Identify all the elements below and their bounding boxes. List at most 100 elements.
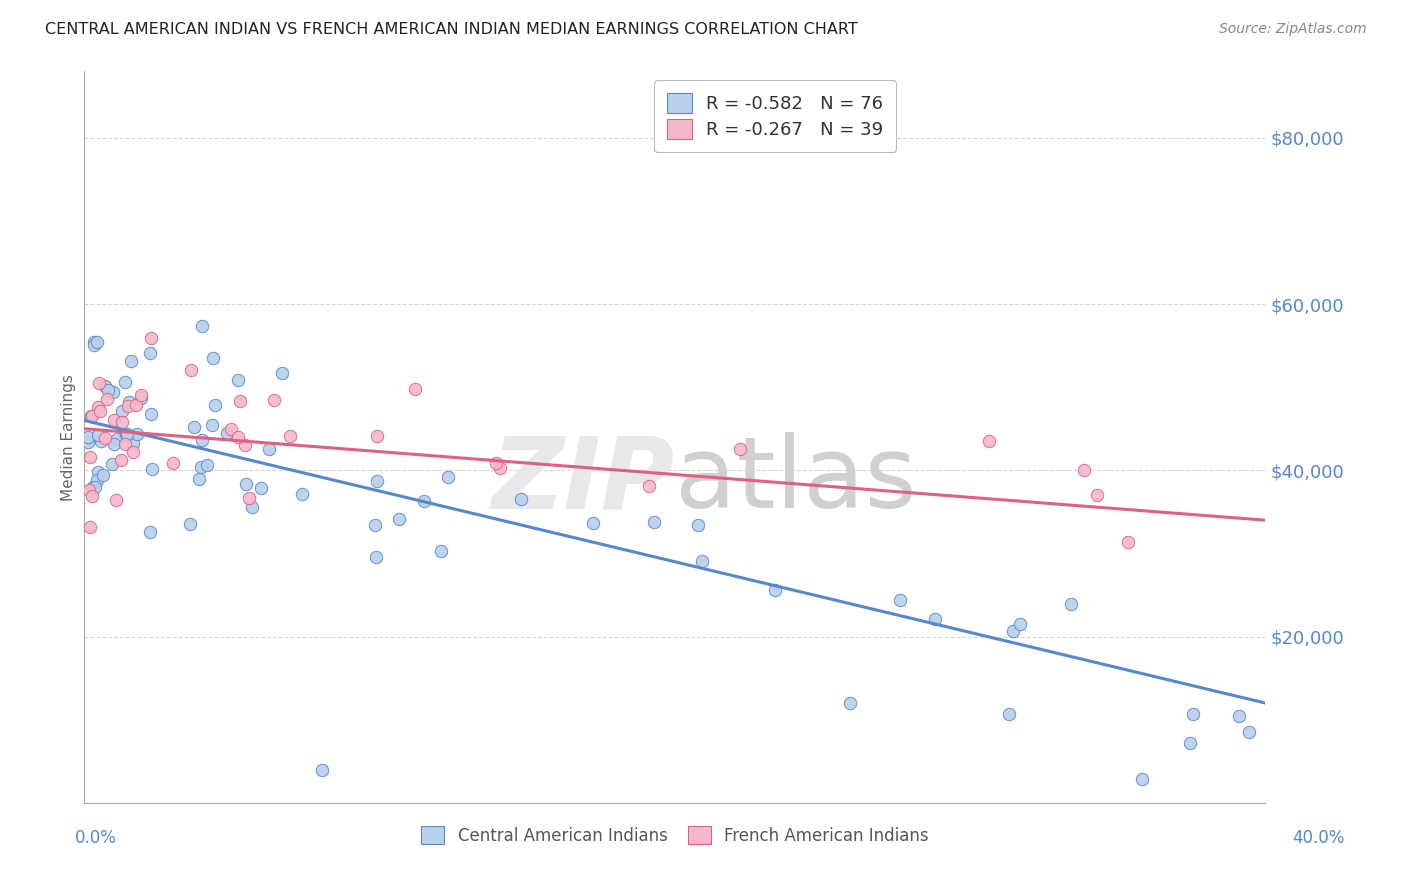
Point — [79, 450, 101, 464]
Point — [229, 394, 252, 409]
Point — [1116, 534, 1139, 549]
Point — [122, 445, 145, 459]
Text: CENTRAL AMERICAN INDIAN VS FRENCH AMERICAN INDIAN MEDIAN EARNINGS CORRELATION CH: CENTRAL AMERICAN INDIAN VS FRENCH AMERIC… — [45, 22, 858, 37]
Point — [162, 457, 184, 471]
Point — [582, 516, 605, 530]
Point — [105, 432, 128, 446]
Point — [204, 398, 226, 412]
Point — [101, 457, 124, 471]
Point — [413, 493, 436, 508]
Legend: Central American Indians, French American Indians: Central American Indians, French America… — [409, 814, 941, 856]
Point — [1002, 624, 1025, 639]
Point — [77, 430, 100, 444]
Point — [1237, 725, 1260, 739]
Point — [366, 549, 388, 564]
Point — [404, 382, 426, 396]
Point — [139, 525, 162, 540]
Y-axis label: Median Earnings: Median Earnings — [60, 374, 76, 500]
Point — [1227, 709, 1250, 723]
Text: ZIP: ZIP — [492, 433, 675, 530]
Point — [139, 331, 162, 345]
Point — [311, 763, 333, 777]
Point — [238, 491, 260, 505]
Point — [114, 436, 136, 450]
Point — [86, 473, 108, 487]
Point — [643, 515, 665, 529]
Point — [105, 493, 128, 508]
Point — [190, 459, 212, 474]
Point — [82, 409, 104, 424]
Point — [191, 319, 214, 334]
Point — [979, 434, 1001, 449]
Point — [1130, 772, 1153, 786]
Point — [489, 461, 512, 475]
Point — [430, 544, 453, 558]
Point — [201, 417, 224, 432]
Point — [115, 427, 138, 442]
Point — [97, 383, 120, 397]
Point — [226, 373, 249, 387]
Point — [117, 426, 139, 441]
Point — [125, 398, 148, 412]
Point — [690, 554, 713, 568]
Point — [94, 378, 117, 392]
Point — [79, 483, 101, 497]
Point — [139, 346, 162, 360]
Point — [77, 435, 100, 450]
Point — [89, 403, 111, 417]
Point — [1178, 736, 1201, 750]
Point — [183, 419, 205, 434]
Point — [510, 491, 533, 506]
Point — [141, 461, 163, 475]
Point — [93, 431, 115, 445]
Point — [110, 453, 132, 467]
Point — [83, 334, 105, 349]
Point — [82, 489, 104, 503]
Point — [291, 486, 314, 500]
Point — [728, 442, 751, 456]
Point — [219, 422, 242, 436]
Point — [103, 413, 125, 427]
Point — [90, 434, 112, 448]
Point — [87, 376, 110, 390]
Point — [110, 404, 132, 418]
Point — [180, 363, 202, 377]
Point — [122, 435, 145, 450]
Point — [131, 391, 153, 405]
Point — [83, 338, 105, 352]
Point — [195, 458, 218, 473]
Point — [79, 519, 101, 533]
Point — [139, 407, 162, 421]
Point — [437, 470, 460, 484]
Point — [101, 384, 124, 399]
Point — [201, 351, 224, 366]
Point — [997, 706, 1019, 721]
Point — [87, 465, 110, 479]
Point — [80, 409, 103, 424]
Point — [188, 472, 211, 486]
Point — [889, 593, 911, 607]
Point — [86, 400, 108, 414]
Point — [263, 392, 285, 407]
Point — [924, 612, 946, 626]
Point — [270, 366, 292, 380]
Point — [111, 415, 134, 429]
Point — [114, 375, 136, 389]
Point — [179, 516, 201, 531]
Point — [363, 517, 385, 532]
Point — [839, 696, 862, 710]
Point — [688, 518, 710, 533]
Point — [259, 442, 281, 456]
Point — [91, 467, 114, 482]
Point — [1059, 598, 1081, 612]
Point — [1181, 706, 1204, 721]
Point — [120, 354, 142, 368]
Text: 40.0%: 40.0% — [1292, 829, 1346, 847]
Point — [131, 388, 153, 402]
Point — [638, 479, 661, 493]
Point — [366, 474, 388, 488]
Point — [226, 430, 249, 444]
Text: Source: ZipAtlas.com: Source: ZipAtlas.com — [1219, 22, 1367, 37]
Point — [240, 500, 263, 515]
Text: 0.0%: 0.0% — [75, 829, 117, 847]
